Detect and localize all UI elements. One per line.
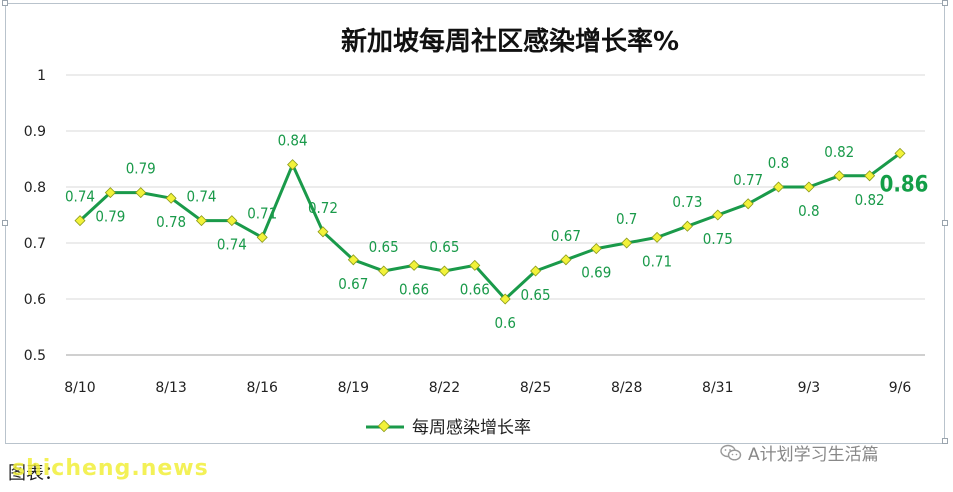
x-tick-label: 9/3	[798, 380, 821, 396]
source-label: 图表：	[8, 463, 62, 484]
resize-handle-mid-right[interactable]	[942, 220, 948, 226]
data-point	[742, 198, 754, 210]
data-label: 0.65	[521, 286, 551, 304]
data-point	[256, 231, 268, 243]
data-point	[651, 231, 663, 243]
data-point	[287, 159, 299, 171]
x-tick-label: 8/19	[338, 380, 369, 396]
x-tick-label: 8/13	[155, 380, 186, 396]
data-label: 0.69	[581, 264, 611, 282]
series-markers	[74, 147, 906, 305]
data-point	[621, 237, 633, 249]
wechat-account: A计划学习生活篇	[720, 440, 879, 465]
data-label: 0.67	[338, 275, 368, 293]
data-label: 0.67	[551, 227, 581, 245]
data-label: 0.74	[186, 188, 216, 206]
data-label: 0.82	[855, 191, 885, 209]
data-label: 0.66	[460, 280, 490, 298]
data-point	[438, 265, 450, 277]
legend-label: 每周感染增长率	[412, 418, 531, 438]
series-line	[78, 152, 901, 301]
chart-frame	[5, 3, 945, 444]
x-tick-label: 8/31	[702, 380, 733, 396]
y-tick-label: 1	[37, 68, 46, 84]
data-label: 0.71	[642, 252, 672, 270]
x-tick-label: 8/16	[246, 380, 278, 396]
data-point	[864, 170, 876, 182]
chart-title: 新加坡每周社区感染增长率%	[341, 26, 679, 57]
y-tick-label: 0.6	[24, 292, 46, 308]
data-point	[165, 192, 177, 204]
data-point	[469, 259, 481, 271]
data-point	[74, 215, 86, 227]
data-label: 0.66	[399, 280, 429, 298]
data-point	[135, 187, 147, 199]
x-tick-label: 8/25	[520, 380, 551, 396]
data-point	[803, 181, 815, 193]
data-label: 0.82	[824, 143, 854, 161]
legend: 每周感染增长率	[366, 418, 531, 438]
resize-handle-bottom-right[interactable]	[942, 438, 948, 444]
data-point	[833, 170, 845, 182]
data-point	[894, 147, 906, 159]
data-label: 0.71	[247, 204, 277, 222]
y-axis-ticks: 0.5 0.6 0.7 0.8 0.9 1	[24, 68, 46, 364]
data-point	[530, 265, 542, 277]
data-point	[104, 187, 116, 199]
resize-handle-mid-left[interactable]	[2, 220, 8, 226]
data-point	[712, 209, 724, 221]
data-label: 0.74	[65, 188, 95, 206]
wechat-account-name: A计划学习生活篇	[748, 445, 879, 465]
data-point	[560, 254, 572, 266]
data-label: 0.84	[278, 132, 308, 150]
resize-handle-top-left[interactable]	[2, 0, 8, 6]
data-label: 0.65	[369, 238, 399, 256]
data-label: 0.8	[768, 154, 789, 172]
y-tick-label: 0.5	[24, 348, 46, 364]
data-label: 0.75	[703, 230, 733, 248]
data-label: 0.73	[672, 193, 702, 211]
data-point	[408, 259, 420, 271]
data-label: 0.72	[308, 199, 338, 217]
data-point	[590, 243, 602, 255]
x-tick-label: 8/22	[429, 380, 460, 396]
data-label: 0.78	[156, 213, 186, 231]
data-label: 0.7	[616, 210, 637, 228]
data-label: 0.77	[733, 171, 763, 189]
data-label: 0.79	[126, 160, 156, 178]
data-point	[226, 215, 238, 227]
y-tick-label: 0.9	[24, 124, 46, 140]
data-point	[317, 226, 329, 238]
data-label: 0.8	[798, 202, 819, 220]
series-lines	[78, 152, 901, 301]
x-axis-ticks: 8/10 8/13 8/16 8/19 8/22 8/25 8/28 8/31 9/3 9/6	[64, 380, 911, 396]
data-point	[681, 220, 693, 232]
data-labels: 0.740.790.790.780.740.740.710.840.720.67…	[65, 132, 928, 332]
data-label: 0.65	[429, 238, 459, 256]
data-point	[378, 265, 390, 277]
y-tick-label: 0.7	[24, 236, 46, 252]
y-tick-label: 0.8	[24, 180, 46, 196]
data-point	[499, 293, 511, 305]
wechat-icon	[720, 444, 742, 461]
data-label: 0.79	[95, 208, 125, 226]
data-point	[347, 254, 359, 266]
x-tick-label: 8/28	[611, 380, 642, 396]
watermark: shicheng.news	[12, 456, 209, 481]
resize-handle-top-right[interactable]	[942, 0, 948, 6]
data-label: 0.86	[880, 172, 929, 197]
x-tick-label: 8/10	[64, 380, 95, 396]
data-label: 0.74	[217, 236, 247, 254]
data-point	[773, 181, 785, 193]
data-label: 0.6	[494, 314, 515, 332]
x-tick-label: 9/6	[889, 380, 912, 396]
data-point	[195, 215, 207, 227]
legend-marker	[377, 419, 391, 433]
